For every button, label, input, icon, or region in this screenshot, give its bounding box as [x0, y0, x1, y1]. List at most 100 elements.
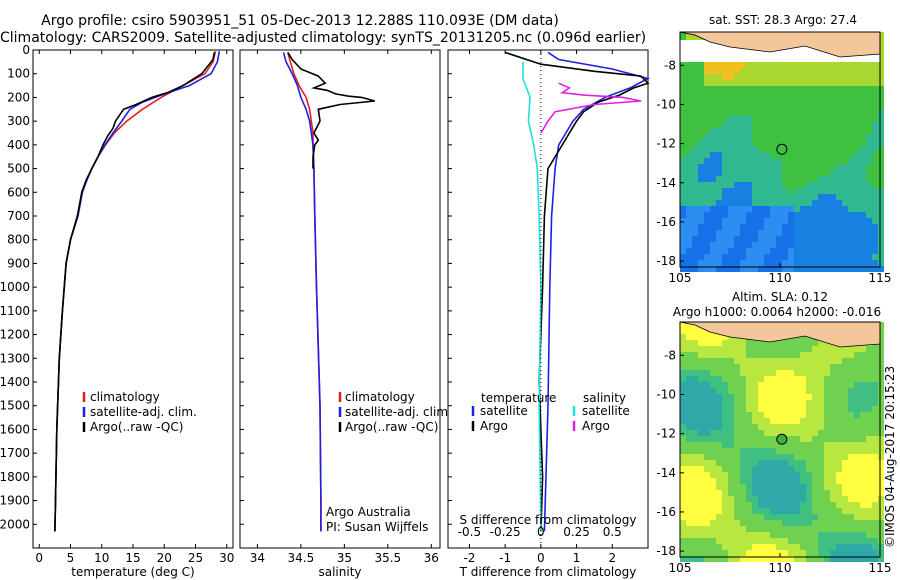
map-cell [872, 140, 878, 146]
map-cell [728, 248, 734, 254]
map-cell [842, 80, 848, 86]
map-cell [728, 116, 734, 122]
map-cell [734, 206, 740, 212]
map-cell [878, 484, 884, 490]
map-cell [836, 496, 842, 502]
map-cell [686, 430, 692, 436]
map-cell [782, 466, 788, 472]
map-cell [734, 134, 740, 140]
map-cell [836, 352, 842, 358]
map-cell [818, 388, 824, 394]
legend-label: Argo(..raw -QC) [90, 420, 183, 434]
map-cell [872, 544, 878, 550]
map-cell [746, 406, 752, 412]
map-cell [854, 556, 860, 562]
map-cell [866, 122, 872, 128]
map-cell [716, 122, 722, 128]
map-cell [878, 358, 884, 364]
map-cell [812, 242, 818, 248]
map-cell [680, 242, 686, 248]
map-cell [848, 460, 854, 466]
map-cell [758, 212, 764, 218]
map-cell [812, 260, 818, 266]
map-cell [794, 352, 800, 358]
map-cell [692, 400, 698, 406]
map-cell [740, 340, 746, 346]
map-cell [812, 358, 818, 364]
map-cell [758, 430, 764, 436]
map-cell [848, 478, 854, 484]
map-cell [740, 158, 746, 164]
map-cell [680, 152, 686, 158]
map-cell [848, 388, 854, 394]
map-cell [776, 152, 782, 158]
map-cell [848, 92, 854, 98]
map-cell [854, 140, 860, 146]
map-cell [848, 176, 854, 182]
map-cell [878, 376, 884, 382]
map-cell [788, 370, 794, 376]
legend-label: climatology [345, 390, 415, 404]
map-cell [728, 484, 734, 490]
map-cell [692, 230, 698, 236]
map-cell [830, 448, 836, 454]
map-cell [734, 544, 740, 550]
map-cell [716, 370, 722, 376]
map-cell [734, 358, 740, 364]
map-cell [830, 376, 836, 382]
map-cell [836, 550, 842, 556]
map-cell [878, 92, 884, 98]
map-cell [770, 406, 776, 412]
map-cell [788, 436, 794, 442]
map-cell [866, 260, 872, 266]
map-cell [716, 538, 722, 544]
map-cell [830, 176, 836, 182]
map-cell [836, 188, 842, 194]
map-cell [854, 346, 860, 352]
map-cell [782, 376, 788, 382]
map-cell [872, 182, 878, 188]
map-cell [710, 430, 716, 436]
map-cell [818, 490, 824, 496]
map-cell [860, 68, 866, 74]
map-cell [788, 400, 794, 406]
map-cell [722, 86, 728, 92]
map-cell [830, 104, 836, 110]
map-cell [728, 370, 734, 376]
map-cell [842, 478, 848, 484]
map-cell [746, 526, 752, 532]
map-cell [830, 140, 836, 146]
map-cell [776, 448, 782, 454]
map-cell [800, 490, 806, 496]
map-cell [824, 140, 830, 146]
map-cell [764, 358, 770, 364]
map-cell [812, 224, 818, 230]
map-cell [878, 430, 884, 436]
map-cell [812, 140, 818, 146]
map-cell [734, 346, 740, 352]
map-cell [722, 212, 728, 218]
map-cell [758, 358, 764, 364]
map-cell [818, 412, 824, 418]
map-cell [830, 230, 836, 236]
map-cell [716, 170, 722, 176]
map-cell [800, 466, 806, 472]
map-cell [812, 556, 818, 562]
map-cell [842, 134, 848, 140]
map-cell [824, 448, 830, 454]
map-cell [836, 526, 842, 532]
temperature-xtick-label: 15 [125, 551, 140, 565]
map-cell [878, 436, 884, 442]
map-cell [830, 388, 836, 394]
map-cell [878, 406, 884, 412]
map-cell [698, 212, 704, 218]
map-cell [740, 110, 746, 116]
map-cell [722, 74, 728, 80]
map-cell [806, 260, 812, 266]
map-cell [770, 230, 776, 236]
map-cell [734, 466, 740, 472]
map-cell [704, 146, 710, 152]
map-cell [788, 418, 794, 424]
map-cell [812, 388, 818, 394]
map-cell [794, 224, 800, 230]
